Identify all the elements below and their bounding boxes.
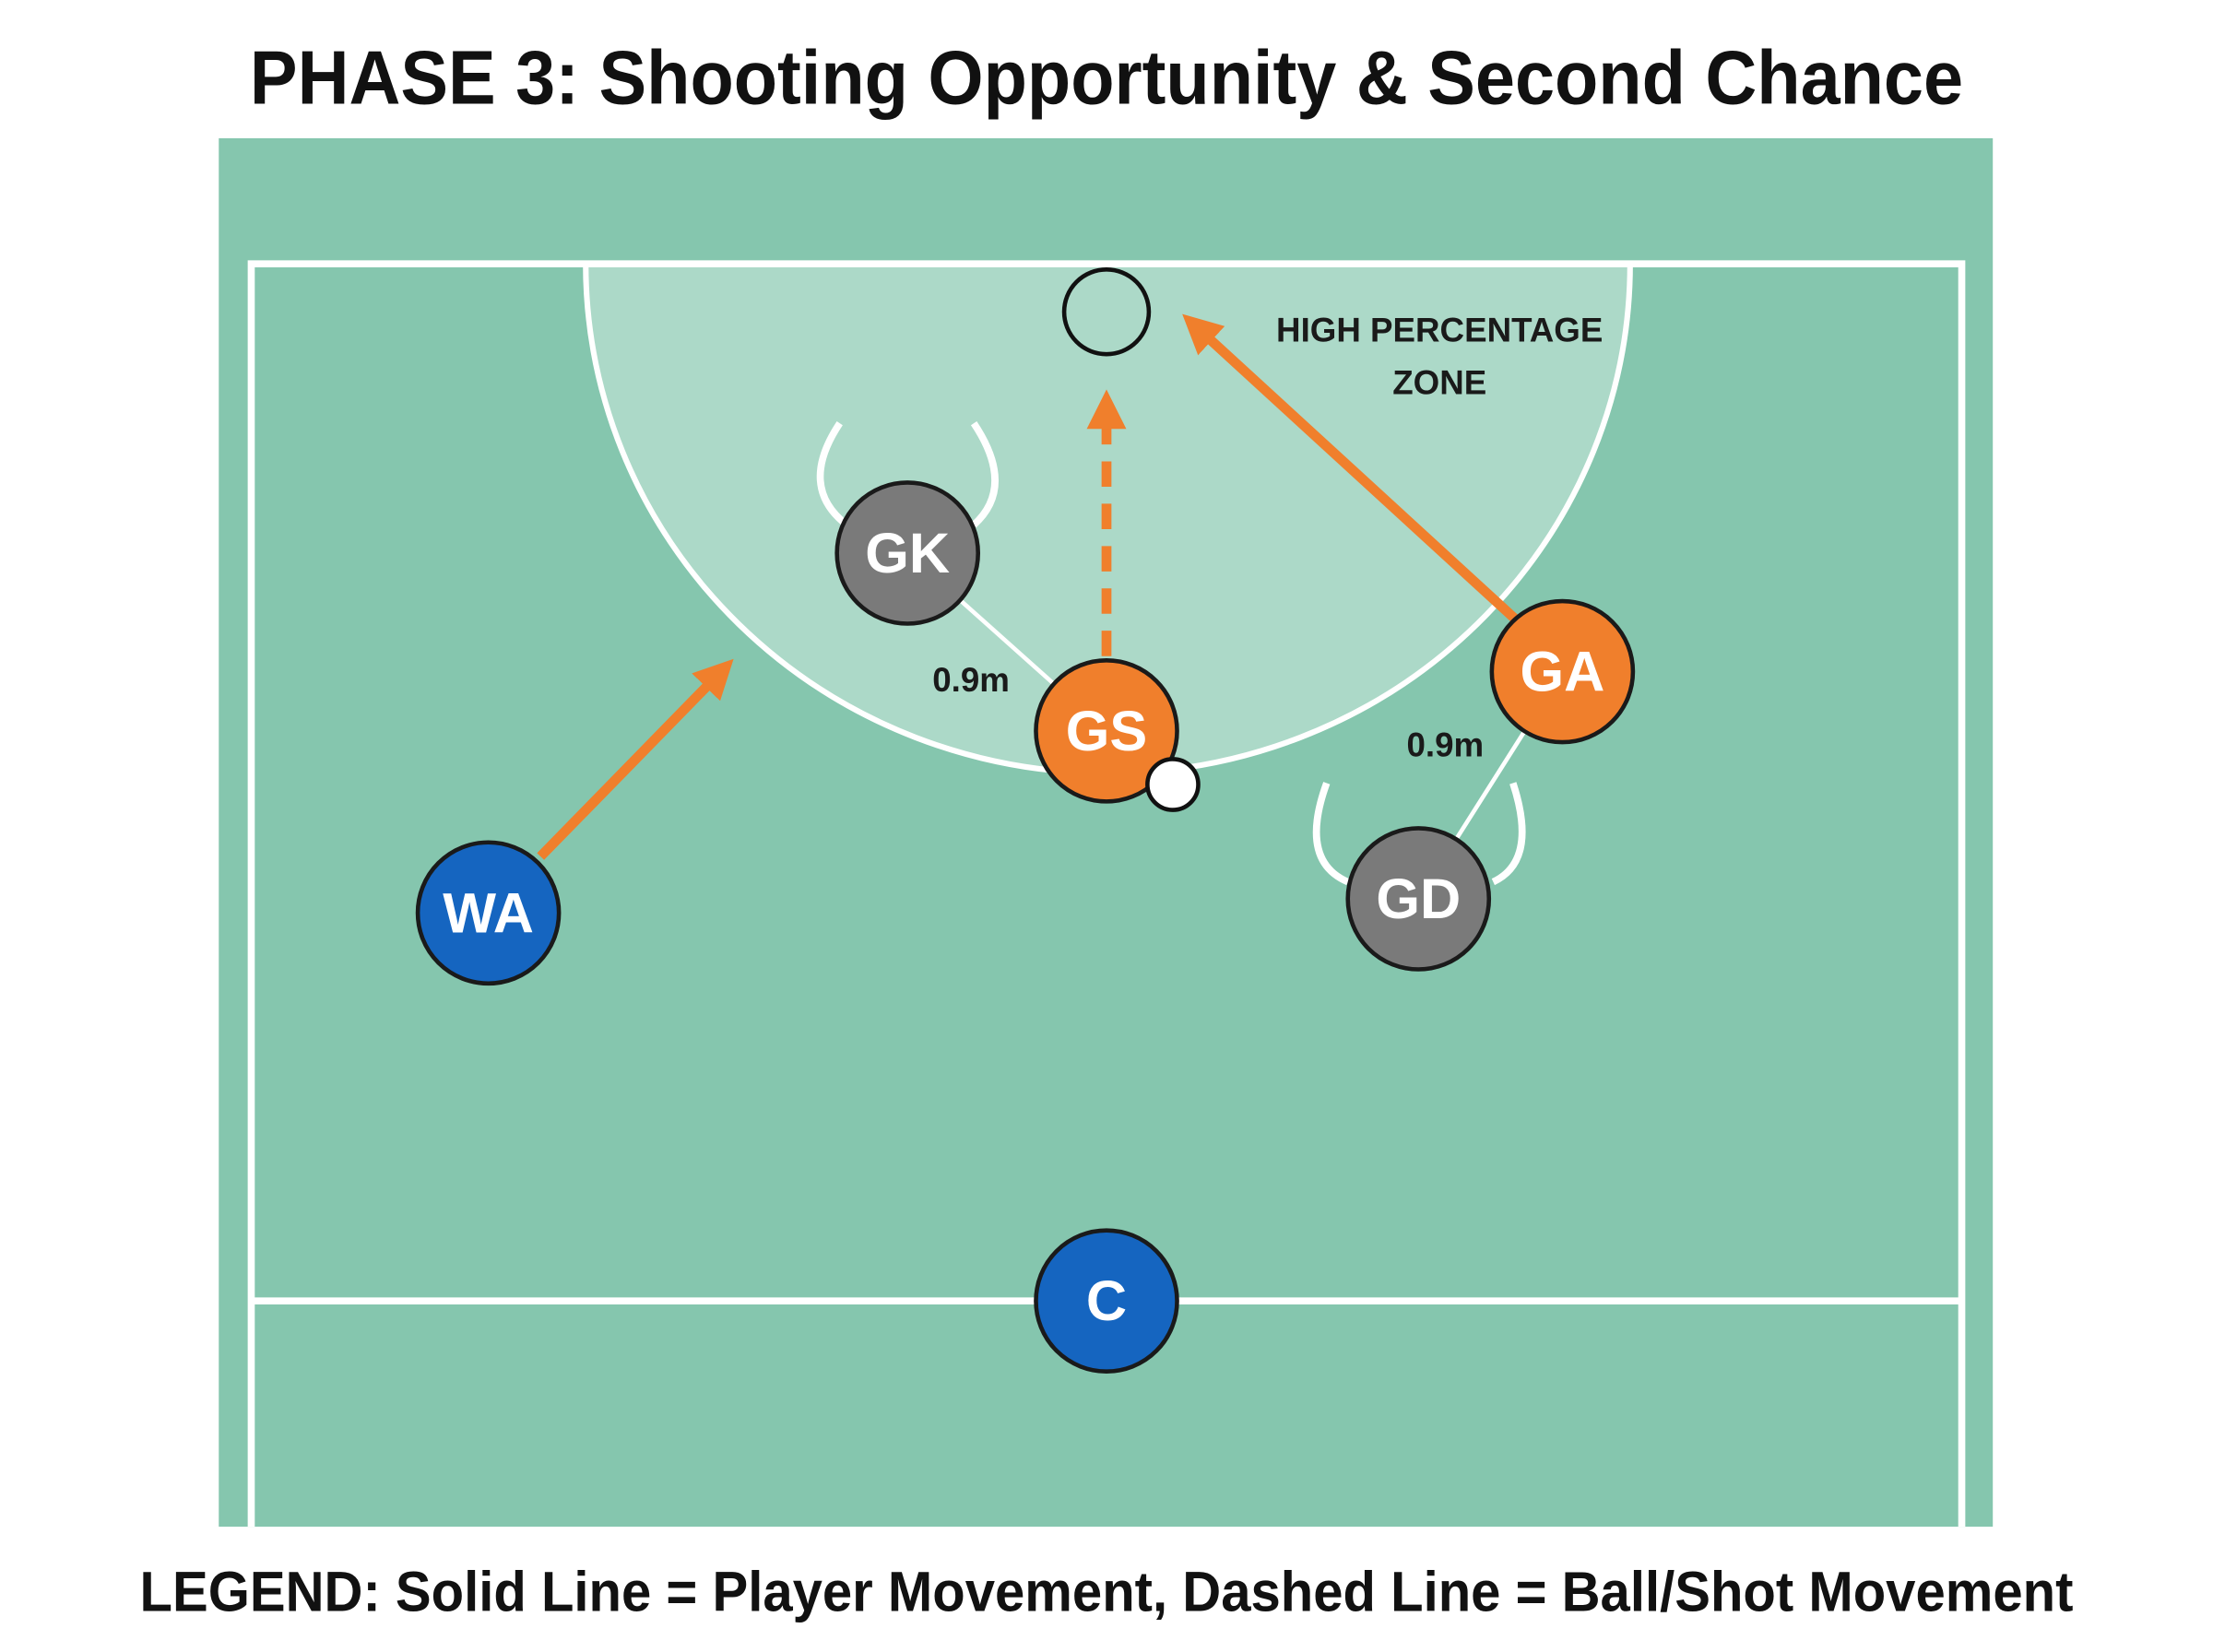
player-movement-arrow <box>537 658 734 860</box>
player <box>415 840 562 986</box>
player-label: GK <box>865 522 950 584</box>
defence-bracket <box>1312 782 1526 886</box>
defence-bracket <box>816 421 999 528</box>
goal-ring <box>1061 267 1152 357</box>
player-label: GS <box>1066 700 1147 762</box>
player-label: GA <box>1520 641 1604 703</box>
zone-label: ZONE <box>1392 363 1486 401</box>
player <box>834 480 981 626</box>
distance-label: 0.9m <box>932 661 1010 699</box>
title: PHASE 3: Shooting Opportunity & Second C… <box>250 35 1963 121</box>
player-label: GD <box>1376 867 1461 930</box>
zone-label: HIGH PERCENTAGE <box>1276 312 1603 349</box>
player-label: WA <box>443 881 534 944</box>
player <box>1034 1228 1179 1375</box>
legend: LEGEND: Solid Line = Player Movement, Da… <box>140 1560 2074 1622</box>
player-label: C <box>1086 1269 1127 1332</box>
distance-label: 0.9m <box>1406 726 1484 764</box>
player <box>1489 598 1636 745</box>
player <box>1345 826 1492 972</box>
ball <box>1145 757 1201 812</box>
player-movement-arrow <box>1182 313 1521 625</box>
player <box>1034 658 1179 804</box>
